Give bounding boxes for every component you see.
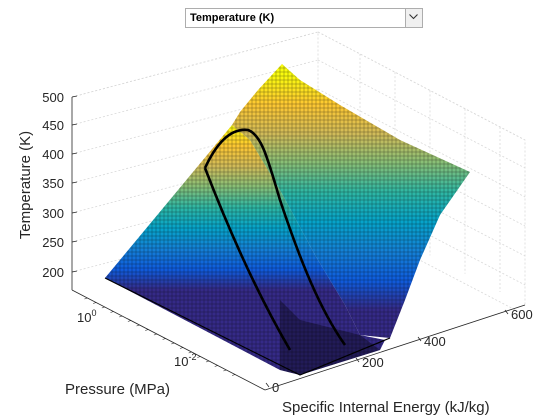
y-minor-tick	[84, 297, 88, 300]
z-tick-mark	[71, 211, 78, 214]
y-minor-tick	[119, 315, 123, 318]
x-tick-mark	[504, 309, 509, 315]
y-minor-tick	[179, 347, 184, 349]
z-gridline-right	[317, 31, 526, 141]
quantity-dropdown[interactable]: Temperature (K)	[185, 8, 423, 28]
x-tick-mark	[355, 357, 360, 363]
y-axis-label: Pressure (MPa)	[65, 381, 170, 398]
z-tick-label: 250	[42, 235, 64, 250]
dome-curve-liquid	[203, 167, 292, 351]
quantity-dropdown-value: Temperature (K)	[190, 12, 275, 24]
saturation-dome	[203, 128, 347, 351]
x-axis-line	[264, 304, 526, 391]
z-gridline-right	[317, 206, 526, 316]
y-minor-tick	[162, 338, 166, 340]
z-gridline-left	[71, 31, 319, 98]
z-gridline-right	[317, 88, 526, 198]
x-axis-label: Specific Internal Energy (kJ/kg)	[282, 399, 490, 416]
z-tick-mark	[71, 152, 78, 155]
y-minor-tick	[136, 324, 140, 327]
z-gridline-right	[317, 59, 526, 169]
z-tick-mark	[71, 181, 78, 184]
y-tick-label: 100	[77, 308, 96, 325]
z-tick-mark	[71, 123, 78, 126]
x-tick-label: 200	[362, 355, 384, 370]
surface-bottom-edge	[104, 277, 391, 376]
z-tick-label: 450	[42, 118, 64, 133]
y-minor-tick	[101, 306, 105, 309]
y-axis-line	[71, 289, 266, 391]
y-tick-label: 10-2	[174, 352, 196, 369]
z-tick-label: 200	[42, 265, 64, 280]
z-tick-label: 350	[42, 176, 64, 191]
z-tick-mark	[71, 240, 78, 243]
dropdown-arrow-button[interactable]	[405, 9, 422, 27]
chevron-down-icon	[409, 14, 418, 20]
y-minor-tick	[127, 320, 131, 322]
y-minor-tick	[231, 374, 236, 376]
y-minor-tick	[205, 360, 210, 363]
z-tick-label: 300	[42, 206, 64, 221]
property-surface	[104, 64, 470, 376]
y-minor-tick	[93, 302, 97, 304]
surface-back-mesh	[232, 64, 470, 338]
y-minor-tick	[197, 356, 201, 358]
dome-curve-vapor	[203, 128, 347, 346]
z-tick-mark	[71, 270, 78, 273]
z-tick-label: 500	[42, 90, 64, 105]
z-tick-label: 400	[42, 147, 64, 162]
surface-shadow	[280, 300, 380, 375]
x-tick-label: 600	[511, 307, 533, 322]
y-minor-tick	[223, 369, 227, 372]
y-minor-tick	[145, 329, 149, 331]
y-minor-tick	[110, 311, 114, 313]
x-tick-mark	[417, 336, 422, 342]
y-minor-tick	[153, 333, 158, 336]
z-axis-label: Temperature (K)	[17, 131, 34, 239]
y-minor-tick	[171, 342, 175, 345]
z-tick-mark	[71, 95, 78, 98]
x-tick-label: 400	[424, 334, 446, 349]
x-tick-mark	[265, 382, 270, 388]
axis-ticks: 200 250 300 350 400 450 500 0 200 400 600 10-2 100	[42, 90, 532, 395]
y-minor-tick	[214, 365, 218, 367]
x-tick-label: 0	[272, 380, 279, 395]
y-minor-tick	[188, 351, 192, 354]
